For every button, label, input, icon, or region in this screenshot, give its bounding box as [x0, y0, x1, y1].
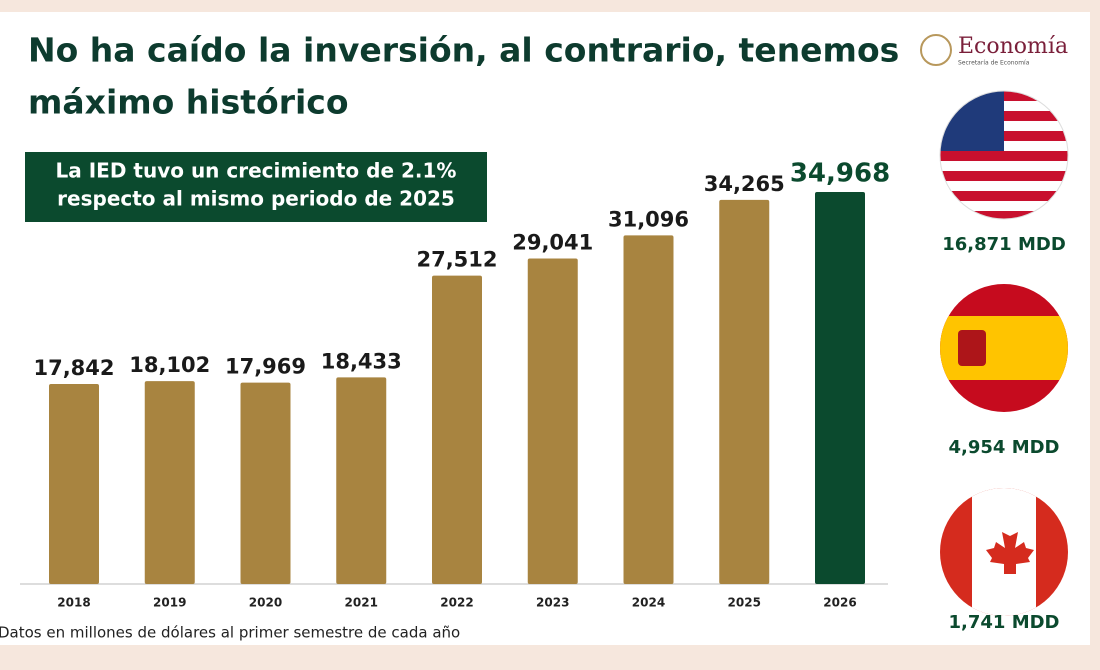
value-label: 31,096 [608, 207, 689, 231]
x-tick-label: 2021 [345, 596, 378, 610]
value-label: 17,969 [225, 355, 306, 379]
value-label: 29,041 [512, 230, 593, 254]
footnote: Datos en millones de dólares al primer s… [0, 624, 460, 642]
value-label: 17,842 [33, 356, 114, 380]
value-label: 34,265 [704, 172, 785, 196]
title: No ha caído la inversión, al contrario, … [28, 31, 899, 70]
logo-name: Economía [958, 34, 1068, 59]
country-value: 4,954 MDD [949, 437, 1060, 458]
logo-subtitle: Secretaría de Economía [958, 60, 1030, 67]
value-label: 27,512 [416, 248, 497, 272]
value-label: 34,968 [790, 159, 890, 189]
flag-ring [939, 90, 1069, 220]
country-value: 1,741 MDD [949, 612, 1060, 633]
bar [527, 258, 578, 584]
x-tick-label: 2024 [632, 596, 665, 610]
value-label: 18,102 [129, 353, 210, 377]
bar [49, 383, 99, 584]
logo: Economía Secretaría de Economía [920, 34, 1068, 67]
x-tick-label: 2025 [728, 596, 761, 610]
bar [719, 199, 770, 584]
bar [336, 377, 387, 584]
bar [240, 382, 291, 584]
bar [815, 192, 865, 584]
x-tick-label: 2022 [440, 596, 473, 610]
title: máximo histórico [28, 83, 349, 122]
bar [432, 275, 482, 584]
bar [144, 381, 195, 584]
flag-usa [940, 91, 1068, 219]
bar [623, 235, 674, 585]
callout-text: La IED tuvo un crecimiento de 2.1% [56, 159, 457, 183]
x-tick-label: 2019 [153, 596, 186, 610]
flag-canada [940, 488, 1068, 616]
x-tick-label: 2023 [536, 596, 569, 610]
flag-spain [940, 284, 1068, 412]
x-tick-label: 2018 [57, 596, 90, 610]
x-tick-label: 2020 [249, 596, 282, 610]
callout-box [25, 152, 487, 222]
value-label: 18,433 [321, 349, 402, 373]
country-value: 16,871 MDD [942, 234, 1066, 255]
x-tick-label: 2026 [823, 596, 856, 610]
logo-seal [920, 34, 952, 66]
callout-text: respecto al mismo periodo de 2025 [57, 187, 455, 211]
